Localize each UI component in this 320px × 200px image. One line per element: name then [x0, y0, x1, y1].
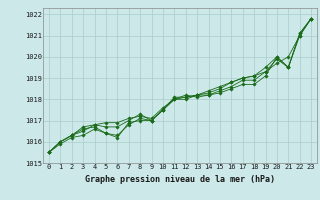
- X-axis label: Graphe pression niveau de la mer (hPa): Graphe pression niveau de la mer (hPa): [85, 175, 275, 184]
